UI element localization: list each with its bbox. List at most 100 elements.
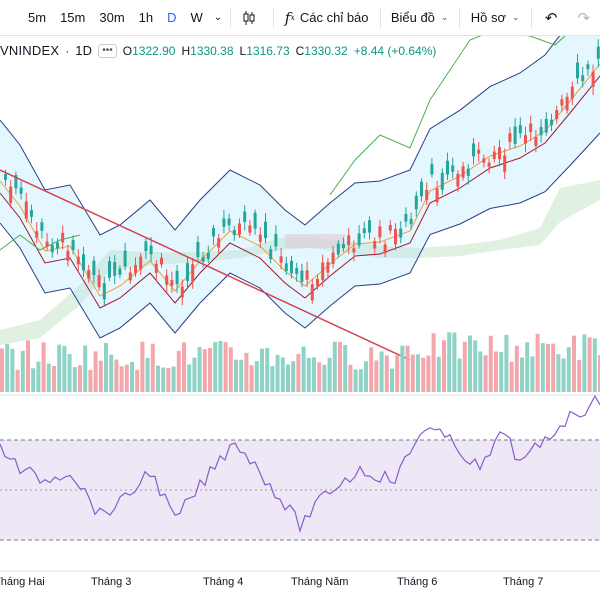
timeframe-5m[interactable]: 5m: [28, 10, 47, 25]
volume-bar: [509, 361, 514, 392]
volume-bar: [546, 343, 550, 392]
candle-body: [92, 260, 96, 275]
volume-bar: [254, 361, 259, 392]
candle-body: [414, 195, 418, 210]
candle-body: [373, 241, 377, 249]
volume-bar: [88, 369, 93, 392]
volume-bar: [322, 364, 327, 392]
volume-bar: [57, 344, 62, 392]
timeframe-1h[interactable]: 1h: [138, 10, 154, 25]
candle-body: [186, 263, 189, 281]
candle-body: [201, 257, 205, 262]
volume-bar: [161, 367, 166, 392]
volume-bar: [135, 369, 140, 392]
price-chart[interactable]: [0, 36, 600, 600]
time-axis: Tháng Hai Tháng 3 Tháng 4 Tháng Năm Thán…: [0, 572, 600, 600]
volume-bar: [270, 365, 275, 392]
volume-bar: [572, 335, 576, 392]
candle-body: [399, 228, 403, 238]
volume-bar: [197, 347, 202, 392]
volume-bar: [26, 340, 30, 392]
bollinger-upper: [0, 36, 561, 236]
volume-bar: [405, 345, 410, 392]
candle-body: [180, 286, 184, 298]
volume-bar: [0, 348, 4, 392]
candle-body: [362, 228, 366, 234]
candle-body: [446, 160, 449, 175]
candle-type-button[interactable]: [234, 0, 269, 36]
profile-label: Hồ sơ: [470, 10, 507, 25]
volume-bar: [10, 348, 15, 392]
candle-body: [14, 175, 18, 189]
candle-body: [274, 234, 278, 247]
candle-body: [487, 162, 491, 167]
candle-body: [451, 165, 455, 172]
candle-body: [310, 284, 314, 301]
volume-bar: [15, 369, 20, 392]
volume-bar: [540, 343, 545, 392]
volume-bar: [525, 342, 530, 392]
rsi-line: [0, 394, 600, 534]
volume-bar: [530, 356, 535, 392]
volume-bar: [348, 364, 353, 392]
timeframe-30m[interactable]: 30m: [99, 10, 125, 25]
volume-bar: [223, 342, 228, 392]
candle-body: [253, 212, 257, 229]
volume-bar: [301, 346, 306, 392]
candle-body: [269, 249, 273, 260]
profile-button[interactable]: Hồ sơ ⌄: [464, 0, 527, 36]
candle-body: [466, 168, 470, 176]
volume-bar: [124, 364, 129, 392]
volume-bar: [202, 349, 207, 392]
timeframe-15m[interactable]: 15m: [60, 10, 86, 25]
candle-body: [378, 226, 382, 238]
volume-bar: [280, 357, 285, 392]
candle-body: [321, 262, 325, 281]
candle-body: [66, 250, 70, 261]
ichimoku-cloud: [0, 180, 600, 345]
volume-bar: [109, 354, 114, 392]
volume-bar: [228, 347, 233, 392]
lagging-span: [329, 36, 566, 196]
candle-body: [596, 46, 600, 59]
symbol-name[interactable]: VNINDEX: [0, 43, 60, 58]
timeframe-dropdown[interactable]: ⌄: [210, 0, 226, 36]
volume-bar: [98, 360, 103, 392]
volume-bar: [78, 365, 82, 392]
candle-body: [461, 166, 465, 178]
volume-bar: [327, 357, 332, 392]
volume-bar: [457, 358, 462, 392]
legend-close: C 1330.32: [295, 43, 348, 58]
volume-bar: [249, 365, 254, 392]
candle-body: [425, 189, 429, 201]
timeframe-w[interactable]: W: [190, 10, 203, 25]
volume-bar: [436, 356, 441, 392]
volume-bar: [239, 359, 244, 392]
volume-bar: [426, 355, 431, 392]
candle-body: [555, 110, 559, 120]
candle-body: [581, 75, 585, 82]
candle-body: [144, 241, 148, 252]
redo-button[interactable]: ↷: [567, 0, 600, 36]
candle-body: [227, 218, 231, 226]
volume-bar: [473, 340, 478, 392]
more-options-icon[interactable]: •••: [98, 43, 117, 58]
layout-button[interactable]: Biểu đồ ⌄: [384, 0, 456, 36]
candle-body: [217, 238, 221, 248]
candle-body: [30, 210, 33, 217]
volume-bar: [296, 353, 301, 392]
candle-body: [368, 220, 371, 233]
volume-bar: [260, 348, 264, 392]
volume-bar: [171, 366, 176, 392]
volume-bar: [312, 357, 316, 392]
volume-bar: [150, 343, 155, 392]
candle-body: [61, 232, 65, 243]
volume-bar: [104, 342, 108, 392]
candle-body: [212, 227, 215, 237]
candle-body: [264, 221, 267, 239]
candle-body: [196, 241, 200, 257]
undo-button[interactable]: ↶: [535, 0, 568, 36]
timeframe-d[interactable]: D: [167, 10, 177, 25]
